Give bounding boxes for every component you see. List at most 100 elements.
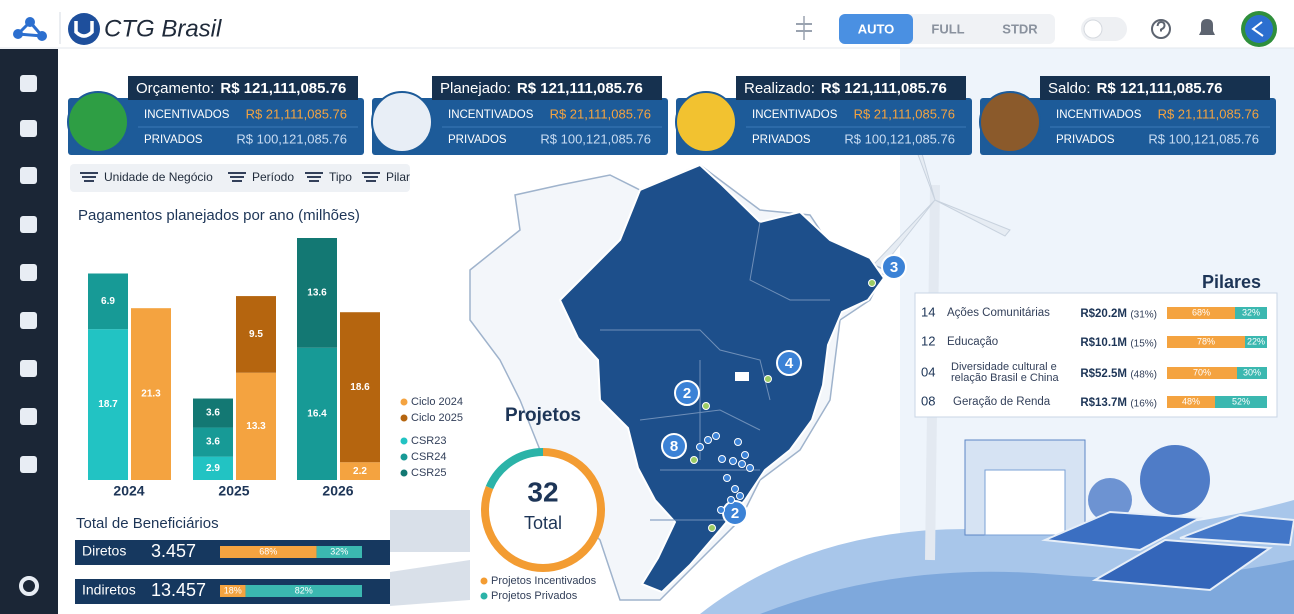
beneficiary-label: Diretos (82, 543, 126, 559)
card-row-value: R$ 100,121,085.76 (844, 131, 955, 146)
share-label: 68% (1192, 307, 1210, 317)
x-tick-label: 2026 (322, 483, 353, 499)
map-markers: 3 4 2 8 2 (661, 254, 907, 532)
map-point (717, 506, 725, 514)
share-label: 48% (1182, 396, 1200, 406)
map-marker-label[interactable]: 8 (670, 438, 678, 455)
map-point (764, 375, 772, 383)
pillar-share: (48%) (1130, 370, 1157, 381)
legend-label: Projetos Privados (491, 590, 578, 602)
map-point (727, 496, 735, 504)
mode-button-active[interactable] (839, 14, 913, 44)
map-marker-label[interactable]: 2 (731, 505, 739, 522)
pillar-share: (16%) (1130, 399, 1157, 410)
beneficiaries: Diretos 3.457 68% 32% Indiretos 13.457 18% 82% (75, 540, 390, 604)
map-marker[interactable] (881, 254, 907, 280)
brand-name: CTG Brasil (104, 15, 222, 42)
map-point (741, 451, 749, 459)
filter-label[interactable]: Unidade de Negócio (104, 170, 213, 184)
projects-total-label: Total (524, 513, 562, 533)
map-marker[interactable] (674, 380, 700, 406)
legend-label: CSR23 (411, 435, 446, 447)
filter-label[interactable]: Pilar (386, 170, 410, 184)
layout-icon[interactable] (796, 16, 812, 40)
share-bar (220, 546, 317, 558)
notifications-icon[interactable] (1199, 19, 1215, 35)
card-row-value: R$ 100,121,085.76 (1148, 131, 1259, 146)
mode-button-label[interactable]: STDR (1002, 21, 1038, 36)
pillar-amount: R$13.7M (1080, 397, 1127, 409)
bar-segment (193, 427, 233, 457)
legend-marker (400, 469, 408, 477)
mode-button-label[interactable]: AUTO (858, 21, 895, 36)
bar-value-label: 2.9 (206, 463, 220, 474)
map-marker[interactable] (661, 433, 687, 459)
beneficiary-count: 13.457 (151, 580, 206, 600)
card-title: Realizado: R$ 121,111,085.76 (744, 80, 947, 97)
app-icon[interactable] (13, 17, 47, 41)
map-point (708, 524, 716, 532)
donut-segment (481, 448, 605, 572)
chart-title: Pagamentos planejados por ano (milhões) (78, 207, 360, 224)
legend-label: Ciclo 2024 (411, 396, 463, 408)
map-marker-label[interactable]: 4 (785, 355, 794, 372)
help-icon[interactable] (1151, 19, 1171, 39)
map-marker-label[interactable]: 3 (890, 259, 898, 276)
sidebar-icon[interactable] (20, 120, 37, 137)
card-icon (979, 91, 1041, 153)
map-marker[interactable] (776, 350, 802, 376)
pillar-share: (31%) (1130, 310, 1157, 321)
scenery-waterfall (984, 469, 1066, 536)
card-row-label: INCENTIVADOS (144, 109, 230, 121)
settings-icon[interactable] (19, 576, 39, 596)
bar-segment (88, 273, 128, 330)
sidebar-icon[interactable] (20, 312, 37, 329)
share-label: 82% (295, 585, 313, 595)
projects-title: Projetos (505, 405, 581, 426)
sidebar-icon[interactable] (20, 167, 37, 184)
connector (390, 560, 470, 606)
map-point (736, 492, 744, 500)
card-total: R$ 121,111,085.76 (821, 80, 947, 97)
bar-value-label: 2.2 (353, 466, 367, 477)
solar-panel (1179, 513, 1294, 547)
x-tick-label: 2025 (218, 483, 249, 499)
projects-donut (481, 448, 605, 572)
map-point (723, 474, 731, 482)
filter-label[interactable]: Período (252, 170, 294, 184)
share-label: 68% (259, 546, 277, 556)
bar-segment (340, 462, 380, 480)
map-borders (600, 221, 830, 521)
filter-label[interactable]: Tipo (329, 170, 352, 184)
brand-logo-mark (74, 21, 94, 38)
bar-value-label: 13.3 (246, 421, 266, 432)
bar-value-label: 9.5 (249, 329, 263, 340)
card-row-value: R$ 21,111,085.76 (550, 106, 651, 121)
solar-panel (1091, 538, 1273, 592)
sidebar-icon[interactable] (20, 264, 37, 281)
bar-value-label: 18.6 (350, 382, 370, 393)
map-marker-label[interactable]: 2 (683, 385, 691, 402)
sidebar-icon[interactable] (20, 216, 37, 233)
sidebar-icon[interactable] (20, 456, 37, 473)
share-bar (1167, 367, 1237, 379)
card-title-box (128, 76, 358, 100)
bar-segment (297, 238, 337, 348)
kpi-cards: Orçamento: R$ 121,111,085.76 INCENTIVADOS R… (67, 76, 1276, 155)
user-avatar-glyph (1251, 21, 1264, 37)
card-title-box (1040, 76, 1270, 100)
bar-segment (297, 347, 337, 480)
scenery-water (760, 560, 1294, 614)
card-title-label: Realizado: (744, 80, 815, 97)
share-label: 32% (1242, 307, 1260, 317)
projects-legend: Projetos Incentivados Projetos Privados (480, 575, 597, 602)
sidebar-icon[interactable] (20, 360, 37, 377)
sidebar-icon[interactable] (20, 75, 37, 92)
card-total: R$ 121,111,085.76 (1097, 80, 1223, 97)
legend-marker (400, 453, 408, 461)
share-label: 22% (1247, 336, 1265, 346)
legend-label: CSR25 (411, 467, 446, 479)
mode-button-label[interactable]: FULL (931, 21, 964, 36)
sidebar-icon[interactable] (20, 408, 37, 425)
